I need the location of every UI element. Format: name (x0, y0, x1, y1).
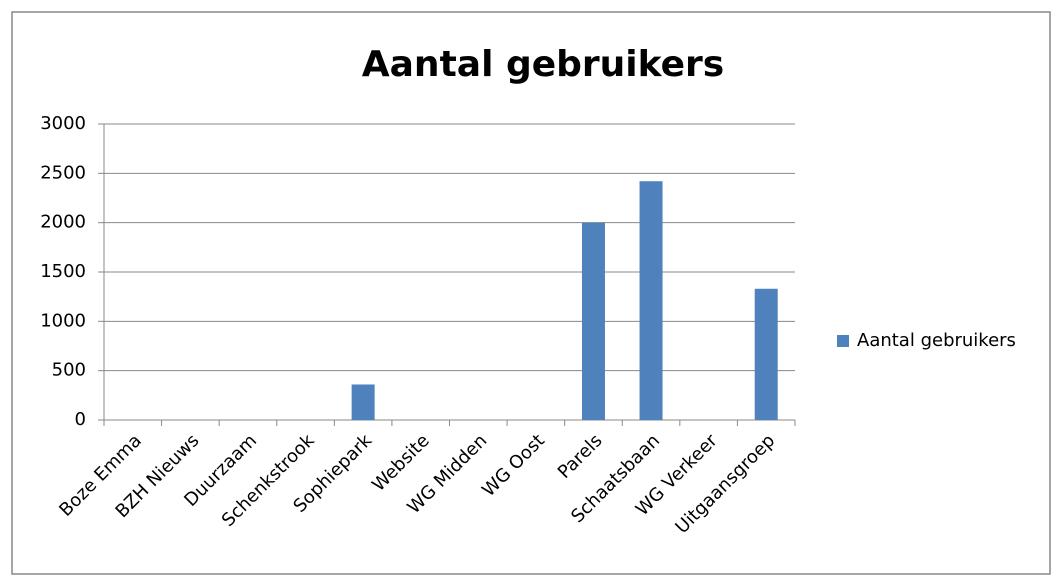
bar (581, 222, 605, 420)
bar (351, 384, 375, 420)
y-tick-label: 1000 (40, 310, 86, 331)
bar (754, 288, 778, 420)
chart-border (11, 11, 1051, 575)
y-tick-label: 0 (75, 409, 86, 430)
legend-swatch (837, 335, 849, 347)
y-tick-label: 2500 (40, 162, 86, 183)
chart-title: Aantal gebruikers (362, 44, 724, 85)
y-tick-label: 1500 (40, 261, 86, 282)
y-tick-label: 3000 (40, 113, 86, 134)
y-tick-label: 2000 (40, 212, 86, 233)
y-tick-label: 500 (52, 360, 86, 381)
bar (639, 181, 663, 420)
legend-label: Aantal gebruikers (857, 330, 1016, 351)
